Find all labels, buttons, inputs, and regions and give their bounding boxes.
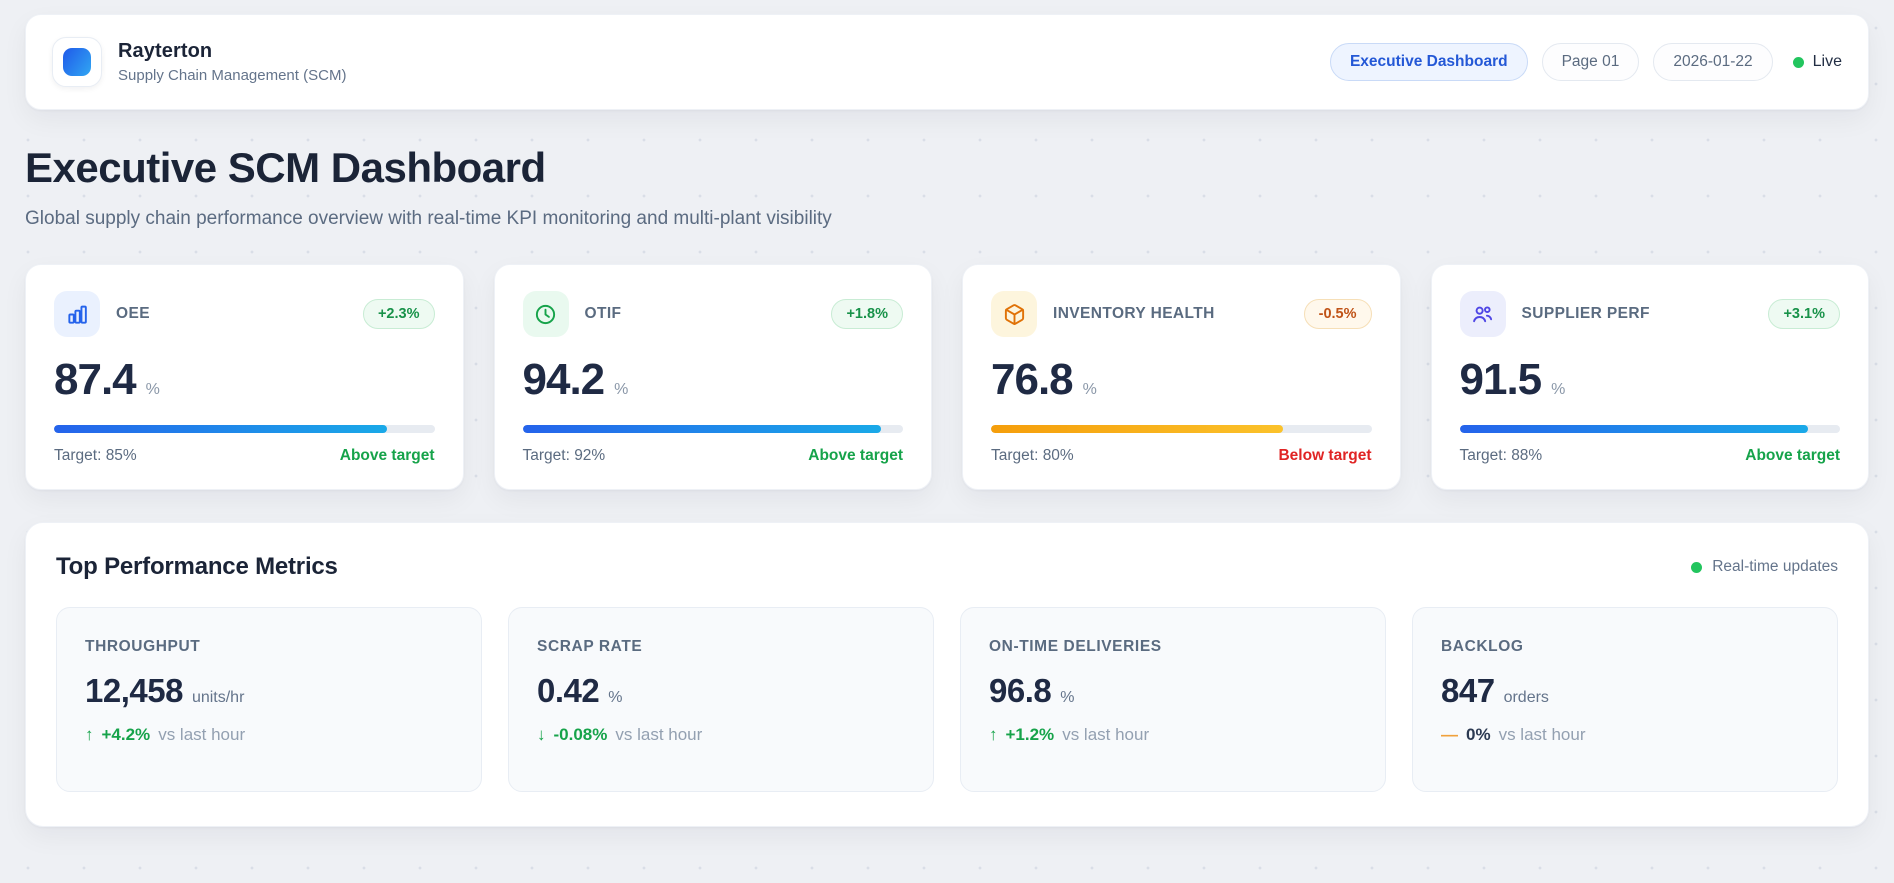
kpi-card-inventory-health: INVENTORY HEALTH -0.5% 76.8 % Target: 80… (962, 264, 1401, 490)
kpi-target: Target: 92% (522, 447, 606, 464)
package-icon (991, 291, 1037, 337)
metric-unit: % (608, 689, 623, 706)
kpi-target: Target: 85% (54, 447, 137, 464)
section-title: Top Performance Metrics (56, 553, 338, 580)
trend-flat-icon: — (1441, 725, 1458, 744)
kpi-label: SUPPLIER PERF (1521, 305, 1650, 322)
kpi-status: Above target (339, 447, 435, 464)
metric-card-row: THROUGHPUT 12,458 units/hr ↑ +4.2% vs la… (56, 607, 1838, 792)
trend-up-icon: ↑ (85, 725, 94, 744)
metric-delta-context: vs last hour (615, 725, 703, 744)
metric-value: 0.42 (537, 672, 600, 709)
logo-icon (52, 37, 102, 87)
kpi-value: 76.8 (991, 355, 1074, 404)
top-bar: Rayterton Supply Chain Management (SCM) … (25, 14, 1869, 110)
metric-card-on-time-deliveries: ON-TIME DELIVERIES 96.8 % ↑ +1.2% vs las… (960, 607, 1386, 792)
kpi-label: OTIF (584, 305, 622, 322)
metric-delta: +1.2% (1005, 725, 1055, 744)
kpi-change-badge: -0.5% (1303, 299, 1372, 329)
metric-unit: units/hr (191, 689, 245, 706)
kpi-unit: % (614, 381, 629, 398)
kpi-status: Above target (1745, 447, 1840, 464)
metric-delta-context: vs last hour (158, 725, 246, 744)
metric-unit: % (1060, 689, 1075, 706)
kpi-card-otif: OTIF +1.8% 94.2 % Target: 92% Above targ… (493, 264, 932, 490)
kpi-progress-track (991, 425, 1372, 433)
metric-unit: orders (1503, 689, 1549, 706)
metric-delta: -0.08% (553, 725, 608, 744)
live-dot-icon (1792, 56, 1804, 68)
live-indicator: Live (1792, 53, 1842, 71)
page-title: Executive SCM Dashboard (25, 144, 546, 191)
kpi-status: Above target (808, 447, 903, 464)
kpi-change-badge: +1.8% (831, 299, 903, 329)
metric-label: THROUGHPUT (85, 638, 201, 655)
metric-value: 96.8 (989, 672, 1052, 709)
logo-gradient-square (63, 48, 91, 76)
metric-label: SCRAP RATE (537, 638, 643, 655)
kpi-value: 91.5 (1459, 355, 1543, 404)
kpi-change-badge: +3.1% (1768, 299, 1840, 329)
bar-chart-icon (54, 291, 100, 337)
realtime-dot-icon (1691, 561, 1703, 573)
page-subtitle: Global supply chain performance overview… (25, 208, 832, 229)
kpi-progress-track (522, 425, 903, 433)
kpi-value: 94.2 (522, 355, 606, 404)
kpi-progress-fill (54, 425, 387, 433)
page-number-pill: Page 01 (1541, 43, 1640, 81)
trend-up-icon: ↑ (989, 725, 998, 744)
live-label: Live (1812, 53, 1842, 70)
topbar-badges: Executive Dashboard Page 01 2026-01-22 L… (1329, 43, 1842, 81)
brand-subtitle: Supply Chain Management (SCM) (118, 67, 347, 84)
kpi-progress-track (1459, 425, 1840, 433)
executive-dashboard-pill[interactable]: Executive Dashboard (1329, 43, 1528, 81)
metric-label: BACKLOG (1441, 638, 1524, 655)
kpi-status: Below target (1278, 447, 1372, 464)
kpi-progress-fill (991, 425, 1284, 433)
metric-delta-context: vs last hour (1062, 725, 1150, 744)
users-icon (1459, 291, 1506, 337)
kpi-target: Target: 80% (991, 447, 1074, 464)
kpi-progress-track (54, 425, 435, 433)
realtime-label: Real-time updates (1712, 558, 1838, 575)
metric-card-scrap-rate: SCRAP RATE 0.42 % ↓ -0.08% vs last hour (508, 607, 934, 792)
metric-value: 12,458 (85, 672, 183, 709)
kpi-progress-fill (1459, 425, 1808, 433)
realtime-indicator: Real-time updates (1691, 558, 1838, 576)
brand: Rayterton Supply Chain Management (SCM) (52, 37, 346, 87)
brand-text: Rayterton Supply Chain Management (SCM) (118, 40, 346, 84)
kpi-label: INVENTORY HEALTH (1053, 305, 1215, 322)
kpi-target: Target: 88% (1459, 447, 1543, 464)
top-performance-metrics-section: Top Performance Metrics Real-time update… (25, 522, 1869, 827)
kpi-card-supplier-perf: SUPPLIER PERF +3.1% 91.5 % Target: 88% A… (1430, 264, 1869, 490)
metric-delta: 0% (1466, 725, 1491, 744)
metric-delta-context: vs last hour (1498, 725, 1586, 744)
brand-name: Rayterton (118, 40, 213, 62)
metric-card-backlog: BACKLOG 847 orders — 0% vs last hour (1412, 607, 1838, 792)
kpi-progress-fill (522, 425, 881, 433)
metric-delta: +4.2% (101, 725, 151, 744)
kpi-card-oee: OEE +2.3% 87.4 % Target: 85% Above targe… (25, 264, 464, 490)
date-pill: 2026-01-22 (1653, 43, 1773, 81)
metric-value: 847 (1441, 672, 1495, 709)
kpi-change-badge: +2.3% (362, 299, 435, 329)
clock-icon (522, 291, 569, 337)
metric-label: ON-TIME DELIVERIES (989, 638, 1162, 655)
kpi-label: OEE (116, 305, 150, 322)
hero: Executive SCM Dashboard Global supply ch… (25, 110, 1869, 230)
kpi-value: 87.4 (54, 355, 137, 404)
trend-down-icon: ↓ (537, 725, 546, 744)
kpi-unit: % (1551, 381, 1566, 398)
kpi-card-row: OEE +2.3% 87.4 % Target: 85% Above targe… (25, 264, 1869, 490)
metric-card-throughput: THROUGHPUT 12,458 units/hr ↑ +4.2% vs la… (56, 607, 482, 792)
kpi-unit: % (145, 381, 160, 398)
kpi-unit: % (1082, 381, 1097, 398)
